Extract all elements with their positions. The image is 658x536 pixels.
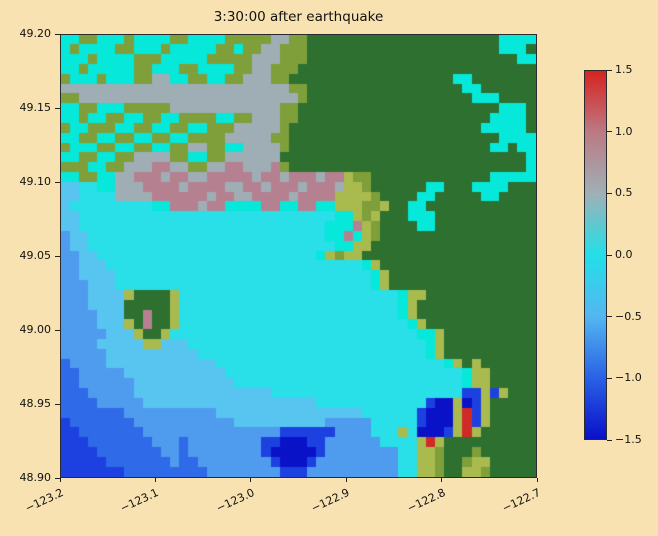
y-tick-mark (55, 255, 60, 257)
colorbar-tick-mark (607, 439, 612, 441)
y-tick-mark (55, 403, 60, 405)
colorbar-tick-mark (607, 131, 612, 133)
colorbar (584, 70, 607, 440)
colorbar-tick-mark (607, 316, 612, 318)
x-tick-label: −123.0 (213, 486, 257, 515)
colorbar-gradient (585, 71, 606, 439)
colorbar-tick-label: 1.5 (615, 63, 633, 76)
x-tick-mark (345, 478, 347, 482)
x-tick-mark (250, 478, 252, 482)
x-tick-mark (536, 478, 538, 482)
colorbar-tick-label: 1.0 (615, 124, 633, 138)
y-tick-label: 48.95 (19, 397, 52, 410)
x-tick-mark (441, 478, 443, 482)
colorbar-tick-label: −1.5 (615, 433, 642, 446)
y-tick-label: 49.00 (19, 323, 52, 336)
colorbar-tick-mark (607, 69, 612, 71)
y-tick-mark (55, 107, 60, 109)
colorbar-tick-mark (607, 192, 612, 194)
colorbar-tick-label: 0.5 (615, 186, 633, 200)
plot-area (60, 34, 537, 478)
heatmap-canvas (61, 35, 536, 477)
colorbar-tick-label: 0.0 (615, 248, 633, 261)
y-tick-label: 49.05 (19, 249, 52, 262)
y-tick-mark (55, 33, 60, 35)
x-tick-label: −123.1 (118, 486, 161, 515)
y-tick-mark (55, 329, 60, 331)
y-tick-mark (55, 181, 60, 183)
y-tick-mark (55, 477, 60, 479)
y-tick-label: 49.10 (19, 175, 52, 188)
x-tick-mark (154, 478, 156, 482)
colorbar-tick-label: −0.5 (615, 309, 642, 323)
colorbar-tick-mark (607, 254, 612, 256)
y-tick-label: 48.90 (19, 471, 52, 484)
colorbar-tick-mark (607, 377, 612, 379)
y-tick-label: 49.20 (19, 27, 52, 40)
colorbar-tick-label: −1.0 (615, 371, 642, 385)
y-tick-label: 49.15 (19, 101, 52, 114)
x-tick-label: −122.8 (404, 486, 448, 515)
x-tick-mark (59, 478, 61, 482)
chart-title: 3:30:00 after earthquake (213, 9, 384, 25)
x-tick-label: −122.9 (309, 486, 352, 515)
x-tick-label: −123.2 (23, 486, 66, 515)
x-tick-label: −122.7 (500, 486, 543, 515)
